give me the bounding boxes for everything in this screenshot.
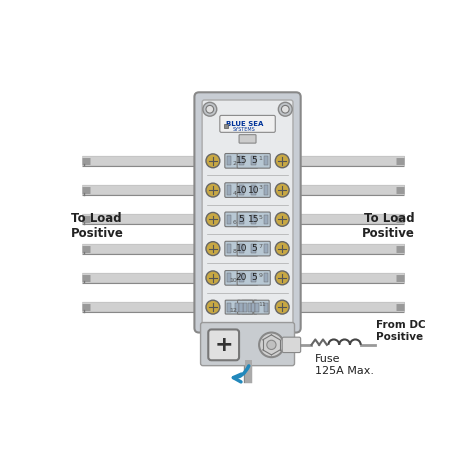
Circle shape (278, 102, 292, 116)
FancyBboxPatch shape (254, 300, 269, 314)
FancyBboxPatch shape (237, 154, 270, 168)
Text: 2: 2 (233, 162, 237, 166)
Text: Fuse
125A Max.: Fuse 125A Max. (315, 354, 374, 376)
Bar (251, 244, 256, 253)
Text: 15: 15 (248, 215, 259, 224)
Bar (264, 273, 268, 283)
Text: 8: 8 (233, 249, 237, 254)
FancyBboxPatch shape (241, 300, 257, 314)
Text: +: + (214, 335, 233, 355)
Text: 12: 12 (229, 308, 237, 313)
Bar (251, 273, 256, 283)
FancyBboxPatch shape (225, 300, 241, 314)
Circle shape (206, 300, 220, 314)
Bar (264, 244, 268, 253)
FancyBboxPatch shape (239, 135, 256, 143)
Text: 10: 10 (229, 278, 237, 283)
Text: 1: 1 (258, 156, 262, 161)
Bar (235, 302, 239, 312)
Circle shape (206, 242, 220, 255)
Bar (239, 244, 244, 253)
Bar (264, 185, 268, 195)
FancyBboxPatch shape (225, 271, 258, 285)
Bar (227, 302, 231, 312)
Text: 5: 5 (251, 156, 256, 165)
Text: 3: 3 (258, 185, 262, 190)
Circle shape (275, 183, 289, 197)
FancyBboxPatch shape (237, 241, 270, 256)
Circle shape (206, 105, 214, 113)
Circle shape (275, 242, 289, 255)
Circle shape (275, 154, 289, 168)
Bar (255, 302, 259, 312)
Text: 6: 6 (233, 220, 237, 225)
Bar (227, 244, 231, 253)
FancyBboxPatch shape (225, 154, 258, 168)
Bar (224, 124, 228, 128)
Bar (264, 215, 268, 224)
Text: 10: 10 (236, 186, 247, 195)
Text: SYSTEMS: SYSTEMS (233, 127, 256, 132)
Circle shape (206, 154, 220, 168)
Text: 15: 15 (236, 156, 247, 165)
FancyBboxPatch shape (201, 322, 294, 365)
Circle shape (259, 333, 284, 357)
Circle shape (275, 271, 289, 285)
FancyBboxPatch shape (237, 183, 270, 197)
FancyBboxPatch shape (237, 271, 270, 285)
Circle shape (203, 102, 217, 116)
FancyBboxPatch shape (220, 115, 275, 132)
FancyBboxPatch shape (225, 183, 258, 197)
Text: 10: 10 (236, 244, 247, 253)
Text: To Load
Positive: To Load Positive (71, 212, 124, 240)
Text: 20: 20 (236, 273, 247, 283)
FancyBboxPatch shape (202, 100, 293, 325)
Text: From DC
Positive: From DC Positive (376, 320, 426, 342)
Circle shape (206, 271, 220, 285)
Text: BLUE SEA: BLUE SEA (226, 121, 263, 127)
Circle shape (275, 212, 289, 226)
Bar (239, 185, 244, 195)
FancyBboxPatch shape (237, 300, 253, 314)
Text: 5: 5 (238, 215, 244, 224)
Bar (239, 302, 243, 312)
Bar (239, 273, 244, 283)
Circle shape (267, 340, 276, 349)
Text: 9: 9 (258, 273, 262, 278)
Circle shape (282, 105, 289, 113)
Circle shape (206, 212, 220, 226)
Bar (251, 156, 256, 165)
Text: 4: 4 (233, 191, 237, 196)
Bar (227, 156, 231, 165)
Bar (251, 185, 256, 195)
Bar (239, 156, 244, 165)
Bar (264, 156, 268, 165)
FancyBboxPatch shape (194, 92, 301, 333)
Bar (243, 302, 247, 312)
FancyBboxPatch shape (225, 241, 258, 256)
Text: 5: 5 (251, 244, 256, 253)
FancyBboxPatch shape (237, 212, 270, 227)
Text: 10: 10 (248, 186, 259, 195)
Bar (251, 302, 255, 312)
Bar (239, 215, 244, 224)
FancyBboxPatch shape (282, 337, 301, 353)
Bar (247, 302, 251, 312)
Text: 5: 5 (251, 273, 256, 283)
Bar (227, 273, 231, 283)
Bar (264, 302, 267, 312)
Bar (251, 215, 256, 224)
Bar (227, 215, 231, 224)
Text: 11: 11 (258, 302, 266, 307)
Text: 5: 5 (258, 215, 262, 219)
FancyBboxPatch shape (208, 329, 239, 360)
Text: To Load
Positive: To Load Positive (362, 212, 415, 240)
Circle shape (275, 300, 289, 314)
Bar (227, 185, 231, 195)
FancyBboxPatch shape (225, 212, 258, 227)
Text: 7: 7 (258, 244, 262, 249)
Circle shape (206, 183, 220, 197)
